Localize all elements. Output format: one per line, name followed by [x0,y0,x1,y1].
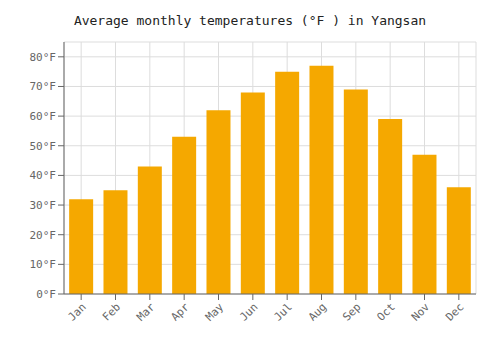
svg-text:Mar: Mar [134,300,158,324]
svg-text:30°F: 30°F [30,199,57,212]
svg-text:70°F: 70°F [30,80,57,93]
svg-text:40°F: 40°F [30,169,57,182]
svg-text:60°F: 60°F [30,110,57,123]
svg-text:Jan: Jan [66,300,89,323]
svg-text:50°F: 50°F [30,140,57,153]
html-text:Average monthly temperatures (: Average monthly temperatures (°F ) in Ya… [73,13,427,28]
svg-text:80°F: 80°F [30,51,57,64]
svg-text:Jun: Jun [237,300,260,323]
svg-text:Feb: Feb [100,300,123,323]
svg-text:0°F: 0°F [36,288,56,301]
svg-text:May: May [203,300,227,324]
svg-text:Sep: Sep [340,300,363,323]
svg-text:Nov: Nov [409,300,433,324]
svg-text:Apr: Apr [169,300,193,324]
svg-text:Aug: Aug [306,300,329,323]
svg-text:10°F: 10°F [30,258,57,271]
svg-text:Dec: Dec [443,300,466,323]
svg-text:20°F: 20°F [30,229,57,242]
svg-text:Oct: Oct [375,300,398,323]
svg-text:Jul: Jul [272,300,295,323]
